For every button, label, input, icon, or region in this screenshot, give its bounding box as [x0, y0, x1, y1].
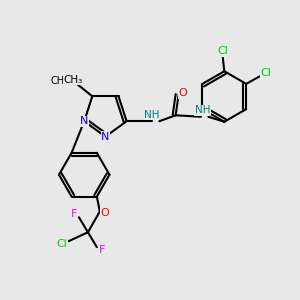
- Text: Cl: Cl: [218, 46, 228, 56]
- Text: F: F: [99, 244, 105, 254]
- Text: NH: NH: [144, 110, 160, 120]
- Text: NH: NH: [195, 105, 210, 115]
- Text: O: O: [101, 208, 110, 218]
- Text: F: F: [70, 209, 77, 219]
- Text: Cl: Cl: [261, 68, 272, 79]
- Text: CH₃: CH₃: [63, 75, 82, 85]
- Text: N: N: [101, 132, 110, 142]
- Text: O: O: [179, 88, 188, 98]
- Text: Cl: Cl: [57, 239, 68, 249]
- Text: CH₃: CH₃: [50, 76, 68, 86]
- Text: N: N: [80, 116, 88, 126]
